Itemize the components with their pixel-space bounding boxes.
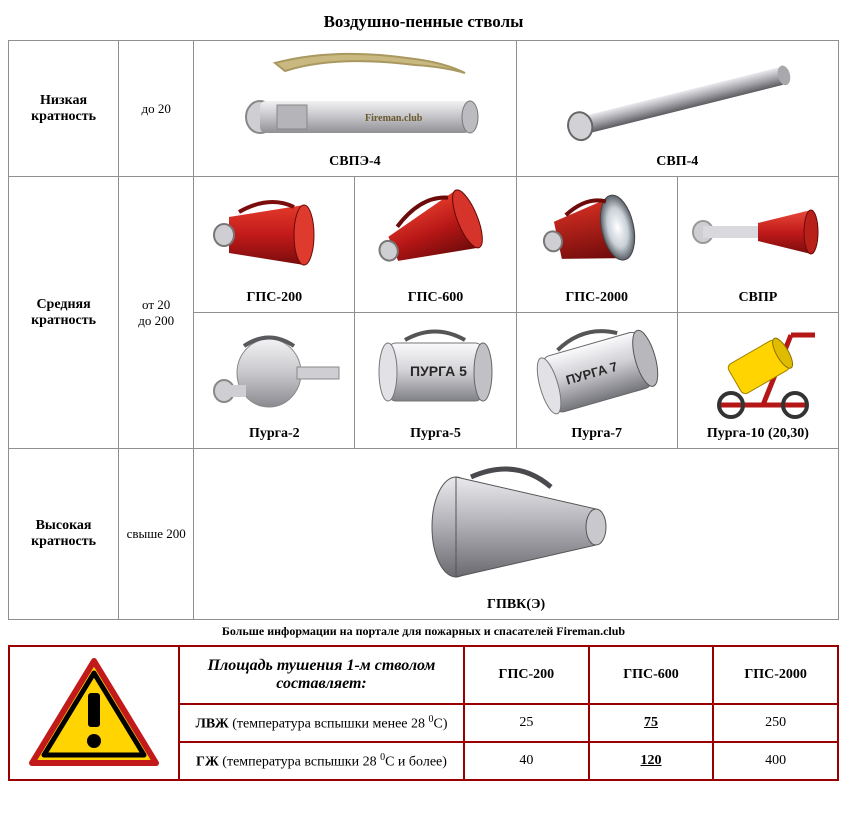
item-gps2000: ГПС-2000	[516, 177, 677, 313]
item-label: Пурга-7	[517, 423, 677, 448]
category-low-title: Низкая кратность	[9, 41, 119, 177]
item-purga10: Пурга-10 (20,30)	[677, 313, 838, 449]
portal-note: Больше информации на портале для пожарны…	[8, 624, 839, 639]
row-label-lvj: ЛВЖ (температура вспышки менее 28 0С)	[179, 704, 464, 742]
red-horn-icon	[199, 177, 349, 287]
warning-triangle-icon	[24, 653, 164, 773]
col-header-0: ГПС-200	[464, 646, 589, 704]
cell-value: 40	[464, 742, 589, 780]
item-label: ГПС-200	[194, 287, 354, 312]
item-label: Пурга-2	[194, 423, 354, 448]
item-purga2: Пурга-2	[194, 313, 355, 449]
item-gpvk: ГПВК(Э)	[194, 449, 839, 620]
category-low-range: до 20	[119, 41, 194, 177]
red-horn-icon	[360, 177, 510, 287]
cell-value: 25	[464, 704, 589, 742]
area-table: Площадь тушения 1-м стволом составляет: …	[8, 645, 839, 781]
cell-value: 400	[713, 742, 838, 780]
page-title: Воздушно-пенные стволы	[8, 12, 839, 32]
red-nozzle-icon	[683, 177, 833, 287]
big-cone-icon	[376, 449, 656, 594]
barrel-strap-icon: Fireman.club	[215, 41, 495, 151]
item-label: Пурга-5	[355, 423, 515, 448]
item-svpr: СВПР	[677, 177, 838, 313]
cell-value: 120	[589, 742, 714, 780]
item-svp4: СВП-4	[516, 41, 838, 177]
long-tube-icon	[537, 41, 817, 151]
row-label-gj: ГЖ (температура вспышки 28 0С и более)	[179, 742, 464, 780]
item-purga5: ПУРГА 5 Пурга-5	[355, 313, 516, 449]
steel-can-icon	[199, 313, 349, 423]
steel-drum-icon: ПУРГА 5	[360, 313, 510, 423]
item-label: СВПЭ-4	[194, 151, 515, 176]
area-title: Площадь тушения 1-м стволом составляет:	[179, 646, 464, 704]
item-label: СВП-4	[517, 151, 838, 176]
category-mid-title: Средняя кратность	[9, 177, 119, 449]
warning-cell	[9, 646, 179, 780]
cell-value: 75	[589, 704, 714, 742]
svg-text:ПУРГА 5: ПУРГА 5	[410, 363, 467, 379]
watermark-text: Fireman.club	[365, 113, 423, 124]
item-gps200: ГПС-200	[194, 177, 355, 313]
cell-value: 250	[713, 704, 838, 742]
item-label: ГПВК(Э)	[194, 594, 838, 619]
steel-drum-icon: ПУРГА 7	[522, 313, 672, 423]
col-header-2: ГПС-2000	[713, 646, 838, 704]
item-svpe4: Fireman.club СВПЭ-4	[194, 41, 516, 177]
spotlight-icon	[522, 177, 672, 287]
col-header-1: ГПС-600	[589, 646, 714, 704]
item-label: ГПС-600	[355, 287, 515, 312]
category-high-range: свыше 200	[119, 449, 194, 620]
category-high-title: Высокая кратность	[9, 449, 119, 620]
item-label: СВПР	[678, 287, 838, 312]
cart-icon	[683, 313, 833, 423]
item-label: Пурга-10 (20,30)	[678, 423, 838, 448]
item-gps600: ГПС-600	[355, 177, 516, 313]
item-label: ГПС-2000	[517, 287, 677, 312]
item-purga7: ПУРГА 7 Пурга-7	[516, 313, 677, 449]
category-mid-range: от 20 до 200	[119, 177, 194, 449]
equipment-table: Низкая кратность до 20	[8, 40, 839, 620]
